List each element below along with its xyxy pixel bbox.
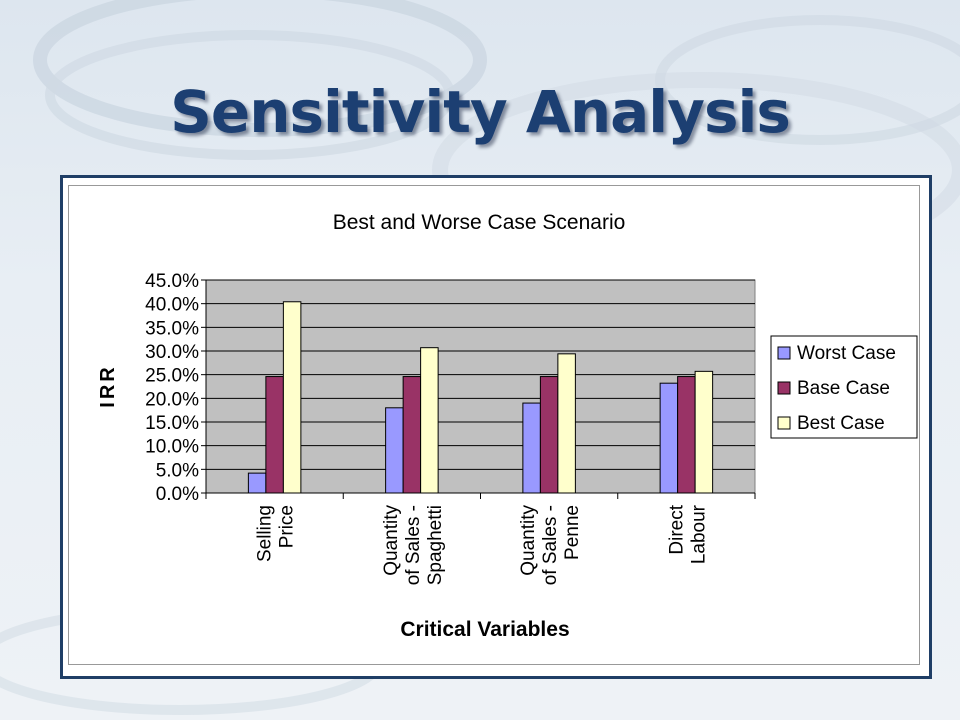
bar-worst-case [522, 402, 541, 494]
legend-swatch [777, 381, 791, 395]
y-tick-label: 5.0% [156, 460, 199, 481]
bar-best-case [694, 370, 714, 494]
x-tick-label-line: Selling [255, 505, 276, 562]
y-tick-label: 10.0% [145, 437, 199, 458]
x-tick-label-line: of Sales - [540, 505, 561, 585]
x-tick-label-line: Labour [688, 504, 709, 564]
legend-label: Worst Case [797, 343, 896, 364]
x-tick-label: Quantityof Sales -Spaghetti [381, 505, 446, 586]
legend: Worst Case Base Case Best Case [770, 335, 918, 439]
x-tick-label: DirectLabour [666, 504, 709, 564]
bar-base-case [402, 376, 422, 494]
bar-worst-case [385, 407, 404, 494]
y-axis-ticks: 0.0% 5.0%10.0% 15.0% 20.0%25.0% 30.0% 35.0%40… [145, 271, 206, 505]
bar-worst-case [247, 472, 267, 494]
legend-label: Best Case [797, 413, 885, 434]
x-tick-label-line: Price [277, 505, 298, 548]
chart-area: Best and Worse Case Scenario 0.0% 5.0% 10.… [68, 185, 920, 665]
chart-title: Best and Worse Case Scenario [333, 211, 626, 234]
x-tick-label: Quantityof Sales -Penne [518, 505, 583, 586]
legend-label: Base Case [797, 378, 890, 399]
x-tick-label-line: Spaghetti [425, 505, 446, 585]
bar-best-case [282, 301, 302, 494]
x-axis-ticks: SellingPrice Quantityof Sales -Spaghetti Q… [205, 493, 756, 586]
x-axis-label: Critical Variables [400, 618, 569, 641]
bar-base-case [265, 376, 284, 494]
y-tick-label: 45.0% [145, 271, 199, 292]
y-axis-label: IRR [97, 364, 119, 407]
x-tick-label: SellingPrice [255, 505, 298, 562]
slide-title: Sensitivity Analysis [170, 78, 791, 146]
y-tick-label: 25.0% [145, 366, 199, 387]
x-tick-label-line: Penne [562, 505, 583, 560]
bar-chart: Best and Worse Case Scenario 0.0% 5.0%10.… [97, 211, 918, 641]
y-tick-label: 20.0% [145, 389, 199, 410]
y-tick-label: 0.0% [156, 484, 199, 505]
y-tick-label: 40.0% [145, 295, 199, 316]
y-tick-label: 30.0% [145, 342, 199, 363]
bar-base-case [677, 376, 696, 494]
x-tick-label-line: of Sales - [403, 505, 424, 585]
bar-best-case [420, 347, 439, 494]
x-tick-label-line: Direct [666, 504, 687, 554]
y-tick-label: 35.0% [145, 318, 199, 339]
bar-base-case [539, 376, 559, 494]
chart-frame: Best and Worse Case Scenario 0.0% 5.0% 10.… [60, 175, 932, 679]
legend-box [770, 335, 918, 439]
bars [247, 301, 714, 494]
y-tick-label: 15.0% [145, 413, 199, 434]
legend-swatch [777, 346, 791, 360]
bar-worst-case [659, 382, 679, 494]
legend-swatch [777, 416, 791, 430]
x-tick-label-line: Quantity [518, 505, 539, 576]
x-tick-label-line: Quantity [381, 505, 402, 576]
bar-best-case [557, 353, 576, 494]
